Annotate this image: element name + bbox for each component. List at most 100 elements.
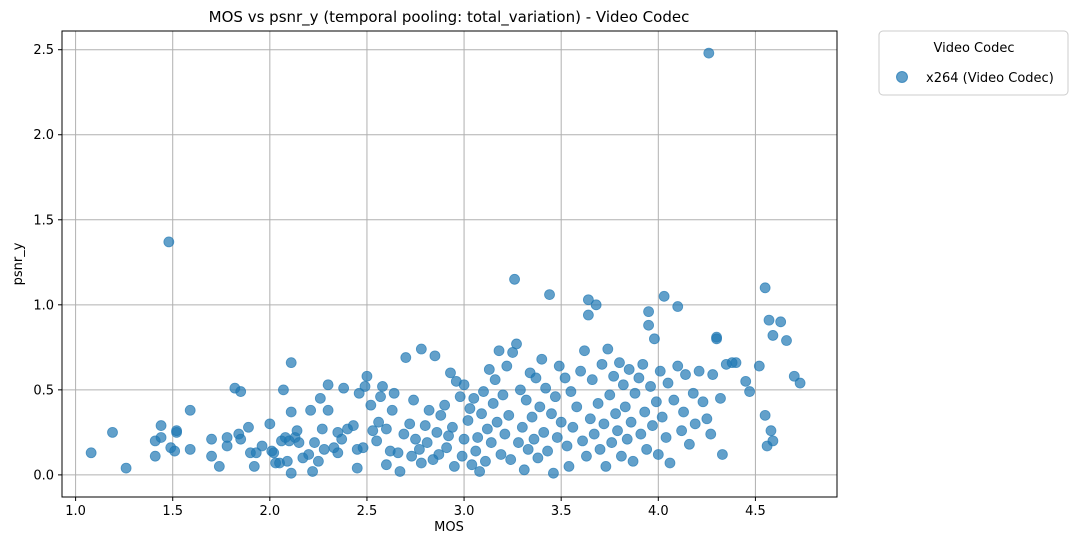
data-point [499,428,511,440]
data-point [332,447,344,459]
data-point [639,406,651,418]
legend: Video Codec x264 (Video Codec) [878,30,1069,96]
data-point [431,426,443,438]
data-point [588,428,600,440]
data-point [763,314,775,326]
data-point [423,404,435,416]
data-point [683,438,695,450]
data-point [248,460,260,472]
data-point [586,374,598,386]
data-point [468,392,480,404]
data-point [509,273,520,285]
data-point [357,442,369,454]
data-point [645,381,656,392]
data-point [336,433,348,445]
data-point [584,413,596,425]
data-point [497,389,509,401]
data-point [600,460,612,472]
data-point [466,459,478,471]
data-point [553,360,565,372]
data-point [375,391,386,403]
data-point [590,299,602,311]
x-tick-label: 1.5 [162,504,183,519]
data-point [581,450,592,462]
data-point [392,447,404,459]
data-point [608,370,620,382]
data-point [794,377,806,389]
data-point [184,443,196,455]
legend-entry-label: x264 (Video Codec) [926,71,1054,86]
data-point [464,403,476,414]
data-point [606,437,618,448]
data-point [458,379,470,391]
data-point [487,398,499,409]
data-point [184,404,196,416]
data-point [680,369,691,380]
data-point [268,447,280,459]
data-point [305,404,317,416]
data-point [380,459,392,471]
data-point [447,421,458,433]
chart-title: MOS vs psnr_y (temporal pooling: total_v… [209,8,690,27]
data-point [740,375,752,387]
data-point [312,455,324,467]
data-point [514,384,526,396]
data-point [388,387,400,399]
data-point [765,425,777,437]
data-point [495,449,507,460]
data-point [565,386,577,397]
data-point [398,428,410,440]
data-point [250,447,262,459]
data-point [592,398,604,409]
data-point [561,440,573,452]
data-point [107,426,118,438]
data-point [577,435,588,447]
data-point [441,442,452,454]
data-point [511,338,522,350]
data-point [439,399,451,411]
data-point [462,415,474,426]
y-axis-label: psnr_y [11,242,26,285]
data-point [759,409,771,421]
data-point [353,387,365,399]
data-point [435,409,447,421]
data-point [361,370,373,382]
data-point [291,425,303,437]
data-point [456,450,468,462]
data-point [400,352,412,363]
data-point [701,413,713,425]
data-point [715,392,726,404]
data-point [445,367,456,379]
x-axis-ticks: 1.0 1.5 2.0 2.5 3.0 3.5 4.0 4.5 [65,497,766,519]
x-axis-label: MOS [434,520,464,535]
data-point [155,432,167,443]
data-point [155,420,167,431]
data-point [678,406,689,418]
data-point [481,423,493,435]
data-point [530,372,542,384]
data-point [594,443,606,455]
x-tick-label: 4.0 [648,504,669,519]
data-point [410,433,421,445]
data-point [394,466,406,477]
legend-marker [896,71,908,83]
data-point [433,449,445,460]
data-point [654,365,666,377]
data-point [610,408,621,420]
data-point [627,455,639,467]
data-point [528,433,540,445]
data-point [367,425,379,437]
data-point [429,350,441,362]
data-point [485,437,497,448]
data-point [703,47,715,59]
data-point [454,391,466,403]
data-point [788,370,800,382]
data-point [567,421,579,433]
legend-box [878,30,1069,96]
y-tick-label: 2.0 [33,128,54,143]
data-point [753,360,765,372]
data-point [351,462,363,474]
data-point [285,467,297,479]
data-point [213,460,225,472]
